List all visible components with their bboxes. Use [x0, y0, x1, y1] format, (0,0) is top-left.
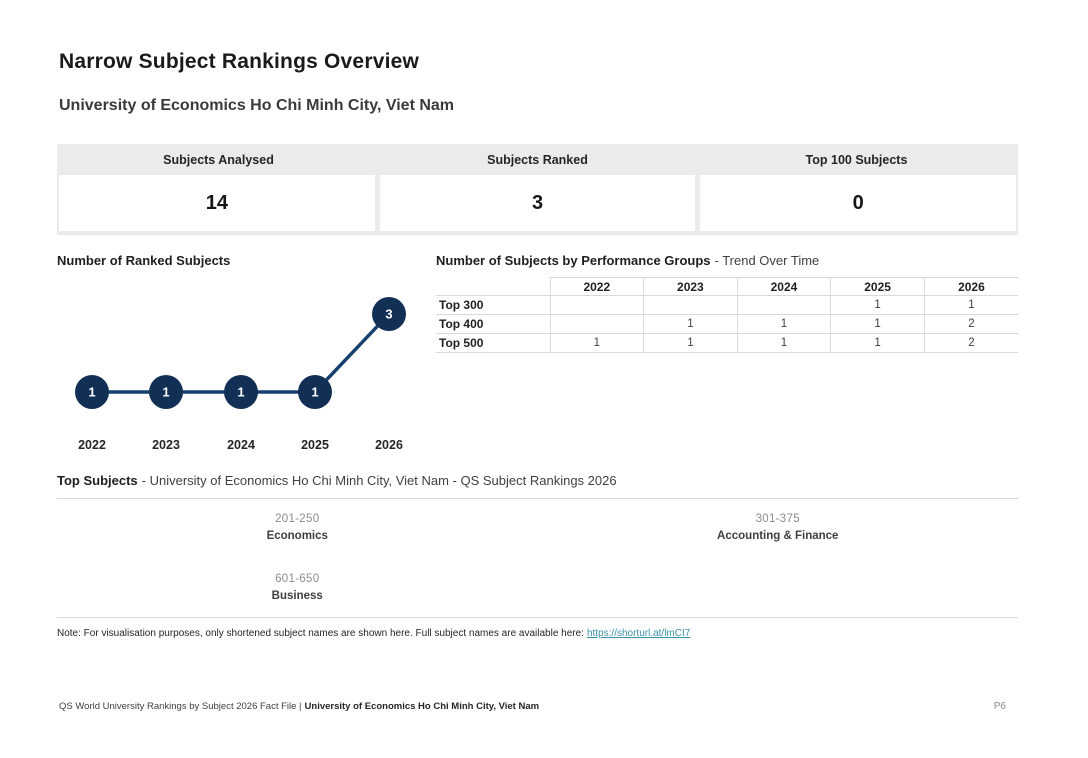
- performance-table-title-bold: Number of Subjects by Performance Groups: [436, 253, 711, 268]
- stat-card-headers: Subjects Analysed Subjects Ranked Top 10…: [59, 144, 1016, 175]
- subject-name: Economics: [266, 530, 328, 542]
- stat-value-subjects-analysed: 14: [59, 175, 375, 231]
- top-subjects-grid: 201-250 Economics 301-375 Accounting & F…: [57, 499, 1018, 617]
- row-label-top-400: Top 400: [436, 314, 550, 334]
- cell-top300-2026: 1: [923, 295, 1018, 315]
- col-header-2025: 2025: [830, 277, 925, 296]
- fact-file-page: Narrow Subject Rankings Overview Univers…: [57, 50, 1018, 639]
- table-row-top-500: Top 500 1 1 1 1 2: [436, 333, 1018, 353]
- col-header-2024: 2024: [736, 277, 831, 296]
- institution-name: University of Economics Ho Chi Minh City…: [59, 97, 455, 114]
- subject-name: Business: [271, 590, 323, 602]
- footnote-text: Note: For visualisation purposes, only s…: [57, 628, 584, 639]
- performance-groups-table: 2022 2023 2024 2025 2026 Top 300 1 1: [436, 277, 1018, 353]
- chart-x-axis-labels: 2022 2023 2024 2025 2026: [78, 438, 403, 452]
- summary-stat-cards: Subjects Analysed Subjects Ranked Top 10…: [57, 144, 1018, 235]
- cell-top400-2024: 1: [736, 314, 831, 334]
- data-label-2025: 1: [311, 385, 318, 400]
- x-tick-2024: 2024: [227, 438, 255, 452]
- page-footer: QS World University Rankings by Subject …: [59, 701, 1006, 712]
- divider-line: [57, 617, 1018, 618]
- cell-top300-2023: [643, 295, 738, 315]
- table-row-top-300: Top 300 1 1: [436, 295, 1018, 315]
- stat-card-values: 14 3 0: [59, 175, 1017, 231]
- col-header-2026: 2026: [923, 277, 1018, 296]
- stat-value-subjects-ranked: 3: [379, 175, 696, 231]
- performance-groups-section: Number of Subjects by Performance Groups…: [436, 253, 1018, 353]
- cell-top300-2022: [549, 295, 644, 315]
- top-subjects-title-suffix: - University of Economics Ho Chi Minh Ci…: [141, 473, 617, 488]
- x-tick-2025: 2025: [301, 438, 329, 452]
- footer-report-name: QS World University Rankings by Subject …: [59, 701, 302, 712]
- middle-row: Number of Ranked Subjects 1 1: [57, 253, 1018, 457]
- chart-markers: [75, 297, 406, 409]
- divider-line: [57, 498, 1018, 499]
- page-number: P6: [993, 701, 1006, 712]
- subject-item-accounting-finance: 301-375 Accounting & Finance: [538, 513, 1019, 542]
- subject-rank: 201-250: [275, 513, 320, 525]
- top-subjects-section: Top Subjects - University of Economics Ho…: [57, 473, 1018, 618]
- data-label-2024: 1: [237, 385, 244, 400]
- row-label-top-500: Top 500: [436, 333, 550, 353]
- col-header-2023: 2023: [643, 277, 738, 296]
- ranked-subjects-line-chart: 1 1 1 1 3 2022 2023 2024 2025 2026: [75, 297, 406, 452]
- data-label-2023: 1: [162, 385, 169, 400]
- table-header-row: 2022 2023 2024 2025 2026: [436, 277, 1018, 296]
- cell-top500-2025: 1: [830, 333, 925, 353]
- subject-item-business: 601-650 Business: [57, 573, 538, 602]
- cell-top300-2025: 1: [830, 295, 925, 315]
- top-subjects-title: Top Subjects - University of Economics Ho…: [57, 473, 1018, 488]
- stat-value-top-100-subjects: 0: [700, 175, 1017, 231]
- chart-marker-values: 1 1 1 1 3: [88, 307, 392, 400]
- footer-institution-name: University of Economics Ho Chi Minh City…: [304, 701, 540, 712]
- page-title: Narrow Subject Rankings Overview: [59, 50, 420, 73]
- cell-top400-2023: 1: [643, 314, 738, 334]
- table-row-top-400: Top 400 1 1 1 2: [436, 314, 1018, 334]
- cell-top300-2024: [736, 295, 831, 315]
- cell-top500-2023: 1: [643, 333, 738, 353]
- performance-table-title: Number of Subjects by Performance Groups…: [436, 253, 1018, 268]
- x-tick-2022: 2022: [78, 438, 106, 452]
- data-label-2022: 1: [88, 385, 95, 400]
- x-tick-2026: 2026: [375, 438, 403, 452]
- cell-top500-2024: 1: [736, 333, 831, 353]
- cell-top400-2025: 1: [830, 314, 925, 334]
- row-label-top-300: Top 300: [436, 295, 550, 315]
- cell-top400-2022: [549, 314, 644, 334]
- subject-rank: 601-650: [275, 573, 320, 585]
- performance-table-title-suffix: - Trend Over Time: [714, 253, 820, 268]
- cell-top400-2026: 2: [923, 314, 1018, 334]
- data-label-2026: 3: [385, 307, 392, 322]
- table-corner-cell: [436, 277, 550, 296]
- shorturl-link[interactable]: https://shorturl.at/lmCI7: [586, 628, 691, 639]
- ranked-subjects-chart-section: Number of Ranked Subjects 1 1: [57, 253, 436, 457]
- top-subjects-title-bold: Top Subjects: [57, 473, 138, 488]
- footnote: Note: For visualisation purposes, only s…: [57, 628, 1018, 639]
- col-header-2022: 2022: [549, 277, 644, 296]
- x-tick-2023: 2023: [152, 438, 180, 452]
- subject-rank: 301-375: [755, 513, 800, 525]
- cell-top500-2026: 2: [923, 333, 1018, 353]
- subject-item-economics: 201-250 Economics: [57, 513, 538, 542]
- chart-title: Number of Ranked Subjects: [57, 253, 231, 268]
- stat-label-subjects-ranked: Subjects Ranked: [487, 152, 588, 167]
- stat-label-subjects-analysed: Subjects Analysed: [163, 152, 274, 167]
- cell-top500-2022: 1: [549, 333, 644, 353]
- subject-name: Accounting & Finance: [717, 530, 839, 542]
- stat-label-top-100-subjects: Top 100 Subjects: [805, 152, 908, 167]
